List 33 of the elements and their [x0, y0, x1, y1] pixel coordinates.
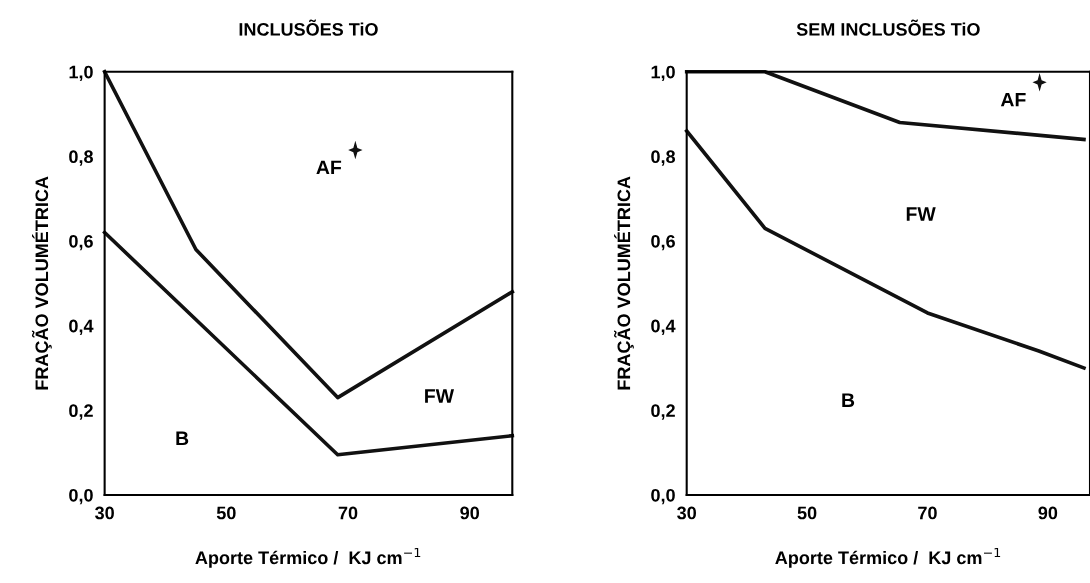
- y-tick-label: 0,8: [651, 150, 676, 166]
- y-tick-label: 0,8: [69, 150, 93, 166]
- x-tick-label: 70: [338, 506, 358, 520]
- y-tick-label: 1,0: [651, 65, 675, 82]
- chart-title: SEM INCLUSÕES TiO: [796, 19, 980, 36]
- y-tick-label: 0,0: [69, 488, 93, 505]
- x-axis-title: Aporte Térmico / KJ cm$^{−1}$: [775, 547, 1001, 568]
- annotation: B: [176, 431, 189, 445]
- x-axis-title: Aporte Térmico / KJ cm$^{−1}$: [195, 547, 421, 568]
- y-axis-title: FRAÇÃO VOLUMÉTRICA: [614, 176, 634, 390]
- y-tick-label: 0,4: [69, 319, 94, 335]
- annotation: AF: [1000, 92, 1026, 107]
- y-tick-label: 0,0: [651, 488, 675, 505]
- line-series: [684, 129, 1086, 370]
- annotation: B: [842, 393, 855, 407]
- annotation: FW: [425, 389, 455, 403]
- y-tick-label: 0,2: [651, 404, 675, 420]
- x-tick-label: 30: [95, 506, 114, 520]
- annotation: FW: [906, 207, 936, 221]
- x-tick-label: 30: [677, 506, 696, 520]
- y-tick-label: 0,6: [651, 234, 675, 251]
- x-tick-label: 90: [1038, 506, 1058, 520]
- x-tick-label: 90: [460, 506, 480, 520]
- chart-title: INCLUSÕES TiO: [239, 19, 378, 36]
- x-tick-label: 50: [797, 506, 817, 520]
- annotation: AF: [316, 160, 342, 175]
- y-tick-label: 1,0: [69, 65, 93, 82]
- x-tick-label: 50: [216, 506, 236, 520]
- y-tick-label: 0,4: [651, 319, 676, 335]
- y-tick-label: 0,2: [69, 404, 93, 420]
- y-tick-label: 0,6: [69, 234, 93, 251]
- x-tick-label: 70: [918, 506, 937, 520]
- y-axis-title: FRAÇÃO VOLUMÉTRICA: [31, 176, 52, 390]
